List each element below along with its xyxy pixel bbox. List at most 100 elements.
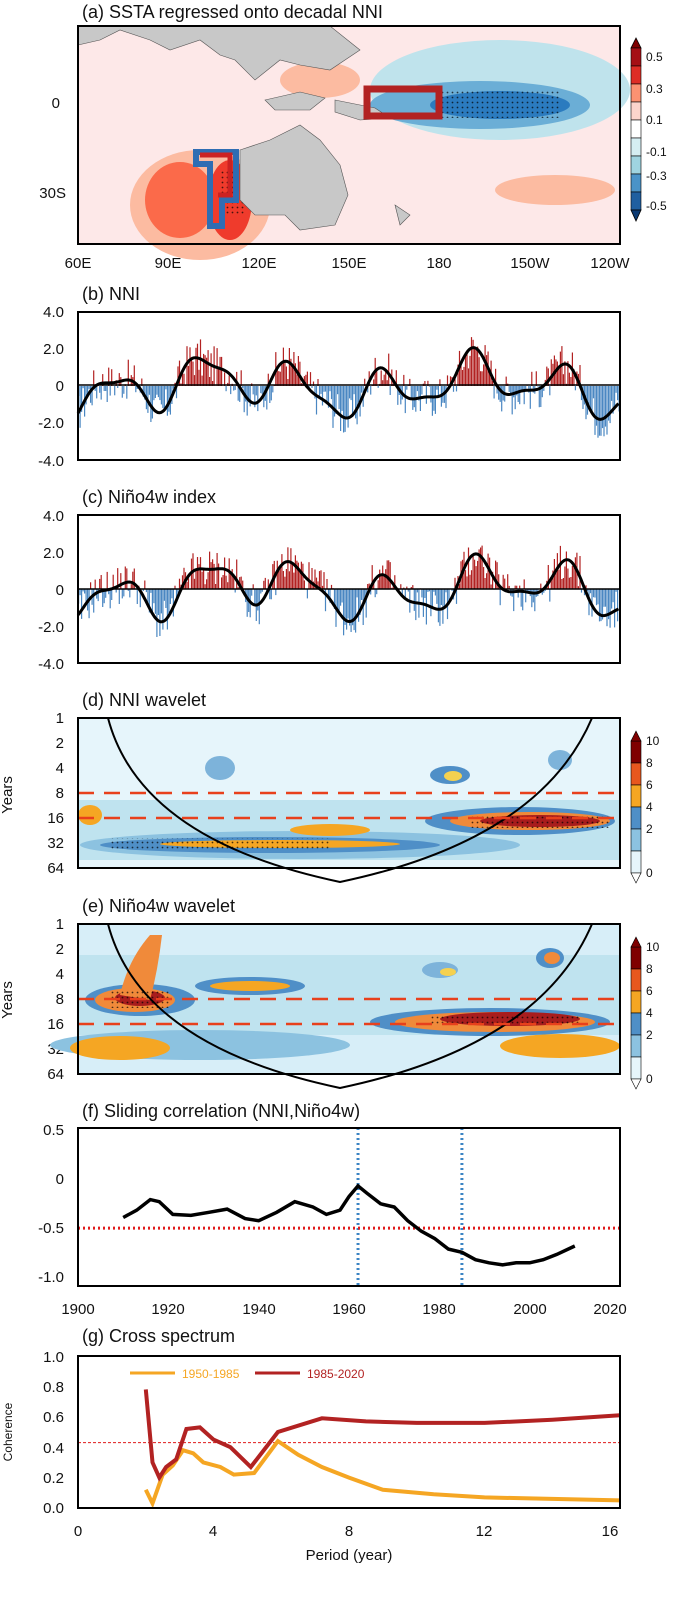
svg-text:8: 8 (56, 785, 64, 802)
index-bar (382, 380, 384, 386)
index-bar (496, 386, 498, 394)
index-bar (160, 589, 162, 614)
index-bar (594, 386, 596, 435)
index-bar (145, 589, 147, 593)
index-bar (309, 583, 312, 589)
panel-b-smoothed-curve (76, 346, 620, 421)
index-bar (285, 366, 287, 386)
index-bar (163, 386, 165, 411)
index-bar (260, 589, 262, 594)
panel-a-map (77, 25, 630, 260)
index-bar (109, 589, 111, 609)
index-bar (151, 386, 153, 419)
index-bar (564, 361, 566, 386)
index-bar (330, 584, 333, 589)
svg-text:8: 8 (345, 1523, 353, 1540)
index-bar (598, 589, 601, 622)
index-bar (481, 371, 483, 386)
index-bar (424, 589, 426, 598)
index-bar (483, 567, 485, 589)
index-bar (178, 578, 181, 589)
index-bar (513, 386, 515, 398)
index-bar (288, 571, 290, 589)
index-bar (410, 587, 412, 589)
panel-f-title: (f) Sliding correlation (NNI,Niño4w) (82, 1101, 360, 1121)
index-bar (81, 589, 83, 619)
index-bar (615, 386, 617, 393)
index-bar (595, 386, 598, 426)
index-bar (498, 574, 500, 589)
index-bar (352, 589, 354, 626)
svg-text:2: 2 (646, 1028, 653, 1042)
index-bar (356, 589, 358, 598)
index-bar (82, 386, 84, 389)
index-bar (201, 375, 203, 386)
index-bar (612, 386, 614, 414)
index-bar (206, 579, 208, 589)
svg-text:4: 4 (56, 966, 64, 983)
index-bar (150, 589, 152, 593)
panel-g-legend: 1950-1985 1985-2020 (130, 1367, 365, 1381)
index-bar (177, 366, 179, 386)
index-bar (209, 377, 211, 386)
index-bar (120, 573, 122, 589)
index-bar (281, 554, 283, 589)
index-bar (606, 589, 608, 627)
index-bar (604, 386, 607, 427)
index-bar (585, 585, 587, 589)
index-bar (477, 346, 479, 386)
index-bar (394, 575, 396, 589)
index-bar (490, 584, 492, 589)
nni-box-blue (193, 149, 239, 229)
index-bar (312, 381, 315, 386)
index-bar (614, 589, 616, 628)
index-bar (186, 346, 188, 386)
index-bar (498, 386, 500, 400)
index-bar (606, 386, 608, 435)
index-bar (603, 589, 605, 607)
index-bar (361, 589, 363, 600)
index-bar (154, 589, 156, 614)
index-bar (424, 381, 426, 386)
index-bar (233, 573, 235, 589)
index-bar (187, 365, 190, 386)
index-bar (448, 589, 450, 605)
index-bar (528, 589, 530, 591)
index-bar (389, 562, 391, 589)
index-bar (311, 568, 313, 589)
index-bar (297, 356, 299, 386)
index-bar (165, 386, 167, 390)
index-bar (157, 386, 159, 398)
index-bar (499, 386, 501, 402)
index-bar (470, 570, 473, 589)
index-bar (492, 381, 494, 386)
index-bar (397, 386, 399, 405)
index-bar (537, 386, 539, 387)
index-bar (169, 589, 171, 604)
index-bar (340, 589, 342, 606)
svg-text:1900: 1900 (61, 1301, 94, 1318)
index-bar (323, 386, 325, 392)
panel-g-plot (78, 1389, 621, 1509)
index-bar (160, 386, 162, 405)
index-bar (239, 386, 241, 402)
index-bar (556, 361, 558, 386)
svg-text:1940: 1940 (242, 1301, 275, 1318)
index-bar (279, 371, 281, 386)
svg-text:6: 6 (646, 984, 653, 998)
index-bar (385, 569, 387, 589)
index-bar (383, 576, 385, 589)
index-bar (85, 589, 87, 604)
index-bar (172, 589, 174, 617)
svg-text:10: 10 (646, 940, 660, 954)
index-bar (425, 589, 427, 625)
svg-text:0: 0 (56, 1171, 64, 1188)
index-bar (284, 576, 286, 589)
sliding-correlation-line (122, 1183, 576, 1267)
index-bar (212, 559, 214, 589)
index-bar (296, 374, 298, 386)
svg-text:-4.0: -4.0 (38, 453, 64, 470)
index-bar (275, 589, 277, 596)
index-bar (196, 557, 199, 589)
index-bar (550, 359, 552, 386)
